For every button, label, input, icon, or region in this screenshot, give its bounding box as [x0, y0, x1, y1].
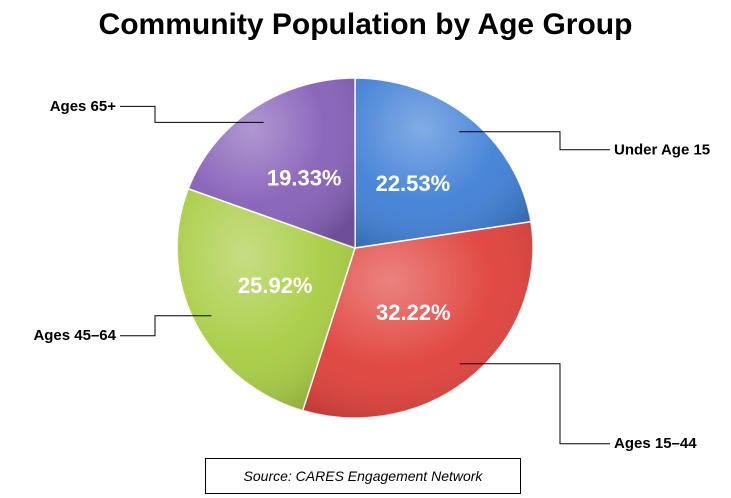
pie-slice-shading-ages-65 — [188, 78, 355, 248]
category-label-ages-15-44: Ages 15–44 — [614, 435, 697, 452]
data-label-under-age-15: 22.53% — [376, 171, 451, 196]
pie-slice-shading-ages-45-64 — [177, 188, 355, 411]
category-label-under-age-15: Under Age 15 — [614, 141, 710, 158]
leader-line-ages-45-64 — [120, 315, 212, 337]
pie-slice-shading-ages-15-44 — [302, 221, 533, 418]
source-note: Source: CARES Engagement Network — [205, 458, 521, 494]
chart-title: Community Population by Age Group — [98, 8, 633, 41]
category-label-ages-65: Ages 65+ — [50, 98, 117, 115]
leader-line-ages-15-44 — [459, 363, 610, 445]
pie-slice-shading-under-age-15 — [355, 78, 531, 248]
data-label-ages-65: 19.33% — [267, 166, 342, 191]
leader-line-under-age-15 — [459, 131, 610, 151]
data-label-ages-45-64: 25.92% — [238, 273, 313, 298]
data-label-ages-15-44: 32.22% — [376, 300, 451, 325]
category-label-ages-45-64: Ages 45–64 — [33, 327, 116, 344]
leader-line-ages-65 — [120, 105, 264, 123]
